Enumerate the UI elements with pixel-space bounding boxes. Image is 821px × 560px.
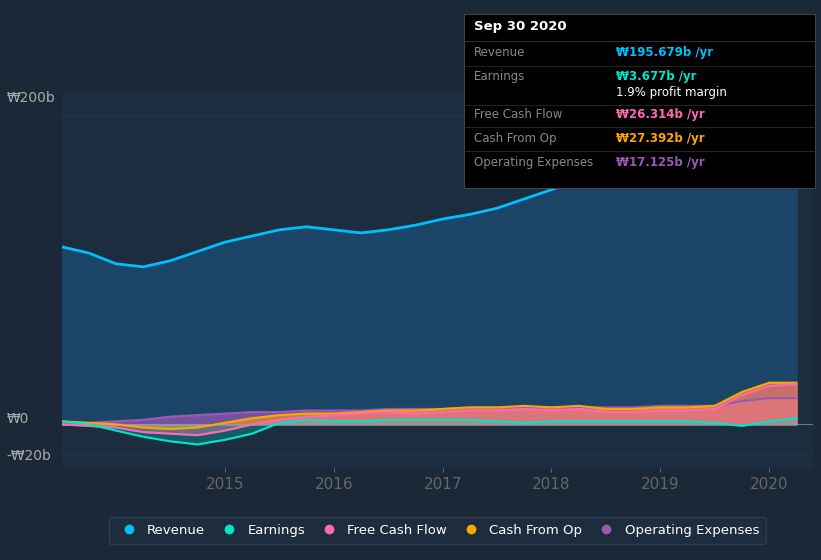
Text: Cash From Op: Cash From Op <box>474 132 556 144</box>
Text: Free Cash Flow: Free Cash Flow <box>474 108 562 120</box>
Text: ₩17.125b /yr: ₩17.125b /yr <box>616 156 704 169</box>
Text: ₩26.314b /yr: ₩26.314b /yr <box>616 108 704 120</box>
Text: Earnings: Earnings <box>474 70 525 83</box>
Text: ₩27.392b /yr: ₩27.392b /yr <box>616 132 704 144</box>
Legend: Revenue, Earnings, Free Cash Flow, Cash From Op, Operating Expenses: Revenue, Earnings, Free Cash Flow, Cash … <box>108 517 766 544</box>
Text: Revenue: Revenue <box>474 46 525 59</box>
Text: ₩3.677b /yr: ₩3.677b /yr <box>616 70 696 83</box>
Text: Sep 30 2020: Sep 30 2020 <box>474 20 566 32</box>
Text: Operating Expenses: Operating Expenses <box>474 156 593 169</box>
Text: -₩20b: -₩20b <box>7 449 52 464</box>
Text: ₩195.679b /yr: ₩195.679b /yr <box>616 46 713 59</box>
Text: 1.9% profit margin: 1.9% profit margin <box>616 86 727 99</box>
Text: ₩200b: ₩200b <box>7 91 55 105</box>
Text: ₩0: ₩0 <box>7 412 29 426</box>
